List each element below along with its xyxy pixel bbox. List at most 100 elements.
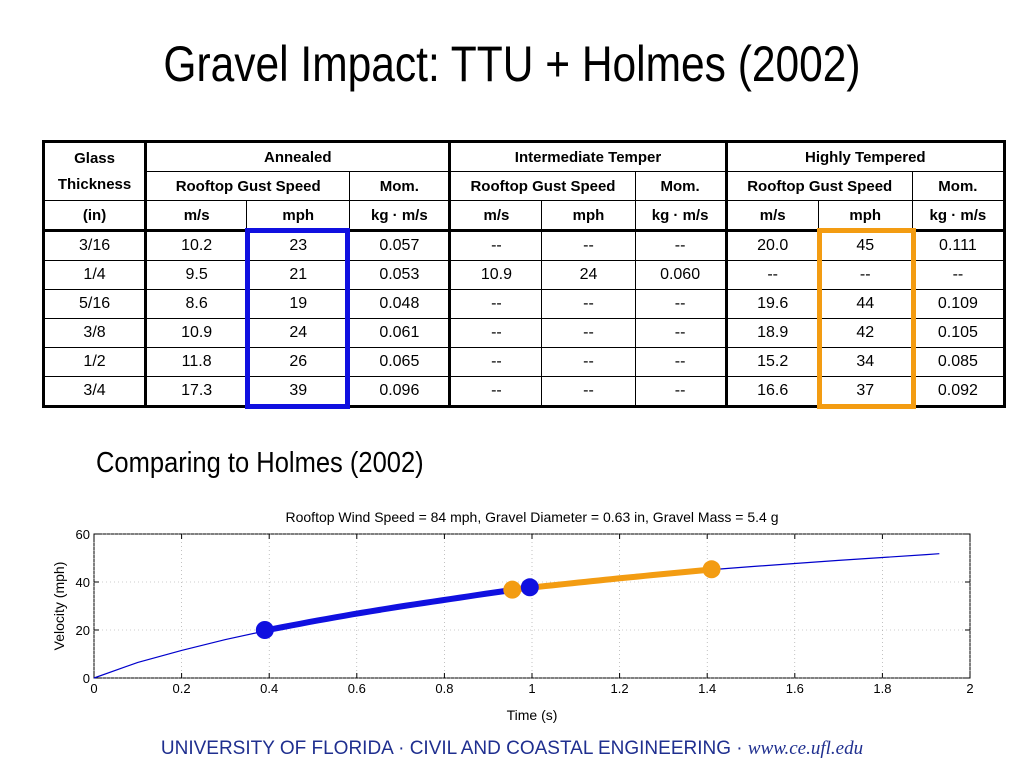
tempered-end-marker <box>702 560 721 579</box>
header-intermediate-temper: Intermediate Temper <box>448 141 727 172</box>
x-tick-label: 1.4 <box>698 681 716 696</box>
y-tick-label: 60 <box>76 527 90 542</box>
data-table: Glass Thickness Annealed Intermediate Te… <box>42 140 1006 408</box>
table-row: 3/8 10.9 24 0.061 -- -- -- 18.9 42 0.105 <box>42 318 1006 348</box>
y-tick-label: 40 <box>76 575 90 590</box>
table-cell: 3/4 <box>42 376 147 407</box>
table-cell: 0.048 <box>349 289 451 319</box>
tempered-start-marker <box>503 580 522 599</box>
header-unit: m/s <box>724 200 819 232</box>
table-cell: -- <box>911 260 1006 290</box>
x-tick-label: 1 <box>528 681 535 696</box>
table-cell: 17.3 <box>144 376 248 407</box>
table-cell: 0.092 <box>911 376 1006 407</box>
table-cell: 3/8 <box>42 318 147 348</box>
header-unit: mph <box>541 200 636 232</box>
table-cell: 18.9 <box>724 318 819 348</box>
table-cell: -- <box>541 347 636 377</box>
y-tick-label: 20 <box>76 623 90 638</box>
table-cell: 9.5 <box>144 260 248 290</box>
header-unit: m/s <box>448 200 543 232</box>
x-tick-label: 0 <box>90 681 97 696</box>
footer: UNIVERSITY OF FLORIDA · CIVIL AND COASTA… <box>0 736 1024 762</box>
table-cell: 0.060 <box>634 260 727 290</box>
table-cell: 0.053 <box>349 260 451 290</box>
slide-title: Gravel Impact: TTU + Holmes (2002) <box>163 36 861 92</box>
table-cell: 1/4 <box>42 260 147 290</box>
annealed-highlight-segment <box>261 584 533 634</box>
x-axis-label: Time (s) <box>507 707 558 723</box>
header-rooftop-gust-speed: Rooftop Gust Speed <box>144 171 351 201</box>
table-cell: -- <box>724 260 819 290</box>
footer-url: www.ce.ufl.edu <box>747 738 864 759</box>
table-cell: 1/2 <box>42 347 147 377</box>
table-cell: -- <box>541 289 636 319</box>
table-cell: 24 <box>541 260 636 290</box>
tempered-highlight-segment <box>509 566 715 593</box>
header-unit: m/s <box>144 200 248 232</box>
table-cell: 0.061 <box>349 318 451 348</box>
header-glass-thickness: Glass Thickness <box>42 141 147 201</box>
x-tick-label: 0.2 <box>173 681 191 696</box>
section-heading: Comparing to Holmes (2002) <box>96 447 424 479</box>
header-highly-tempered: Highly Tempered <box>724 141 1006 172</box>
table-cell: -- <box>634 318 727 348</box>
annealed-start-marker <box>255 621 274 639</box>
table-cell: 0.085 <box>911 347 1006 377</box>
table-cell: 0.109 <box>911 289 1006 319</box>
header-unit: mph <box>246 200 351 232</box>
table-cell: 45 <box>817 230 913 261</box>
header-rooftop-gust-speed: Rooftop Gust Speed <box>724 171 913 201</box>
table-cell: 8.6 <box>144 289 248 319</box>
y-axis-label: Velocity (mph) <box>51 562 67 651</box>
table-cell: 10.2 <box>144 230 248 261</box>
table-cell: 10.9 <box>448 260 543 290</box>
table-cell: -- <box>634 347 727 377</box>
y-tick-label: 0 <box>83 671 90 686</box>
header-rooftop-gust-speed: Rooftop Gust Speed <box>448 171 636 201</box>
table-cell: -- <box>634 289 727 319</box>
table-cell: -- <box>541 376 636 407</box>
table-cell: -- <box>448 289 543 319</box>
table-row: 1/2 11.8 26 0.065 -- -- -- 15.2 34 0.085 <box>42 347 1006 377</box>
table-cell: 10.9 <box>144 318 248 348</box>
table-cell: 3/16 <box>42 230 147 261</box>
header-unit: kg · m/s <box>634 200 727 232</box>
x-tick-label: 1.6 <box>786 681 804 696</box>
table-cell: -- <box>448 347 543 377</box>
x-tick-label: 1.8 <box>873 681 891 696</box>
tempered-mph-highlight-box <box>817 228 916 409</box>
footer-institution: UNIVERSITY OF FLORIDA · CIVIL AND COASTA… <box>160 738 743 759</box>
annealed-mph-highlight-box <box>245 228 350 409</box>
header-unit: kg · m/s <box>911 200 1006 232</box>
header-unit: (in) <box>42 200 147 232</box>
table-cell: 0.065 <box>349 347 451 377</box>
table-cell: 0.057 <box>349 230 451 261</box>
table-cell: 24 <box>246 318 351 348</box>
table-cell: 21 <box>246 260 351 290</box>
annealed-end-marker <box>520 578 539 597</box>
header-momentum: Mom. <box>911 171 1006 201</box>
table-cell: 19.6 <box>724 289 819 319</box>
table-cell: 11.8 <box>144 347 248 377</box>
x-tick-label: 1.2 <box>611 681 629 696</box>
table-cell: -- <box>817 260 913 290</box>
table-cell: -- <box>541 318 636 348</box>
velocity-chart: 0 0.2 0.4 0.6 0.8 1 1.2 1.4 1.6 1.8 20204060Roofto… <box>51 509 974 723</box>
header-annealed: Annealed <box>144 141 451 172</box>
table-cell: 15.2 <box>724 347 819 377</box>
table-cell: -- <box>634 230 727 261</box>
header-momentum: Mom. <box>349 171 451 201</box>
table-cell: 0.111 <box>911 230 1006 261</box>
table-row: 3/4 17.3 39 0.096 -- -- -- 16.6 37 0.092 <box>42 376 1006 407</box>
header-momentum: Mom. <box>634 171 727 201</box>
table-cell: 16.6 <box>724 376 819 407</box>
x-tick-label: 0.4 <box>260 681 278 696</box>
chart-title: Rooftop Wind Speed = 84 mph, Gravel Diam… <box>286 509 779 525</box>
table-cell: 23 <box>246 230 351 261</box>
table-cell: -- <box>448 230 543 261</box>
table-row: 1/4 9.5 21 0.053 10.9 24 0.060 -- -- -- <box>42 260 1006 290</box>
x-tick-label: 0.6 <box>348 681 366 696</box>
table-cell: 0.096 <box>349 376 451 407</box>
header-unit: mph <box>817 200 913 232</box>
